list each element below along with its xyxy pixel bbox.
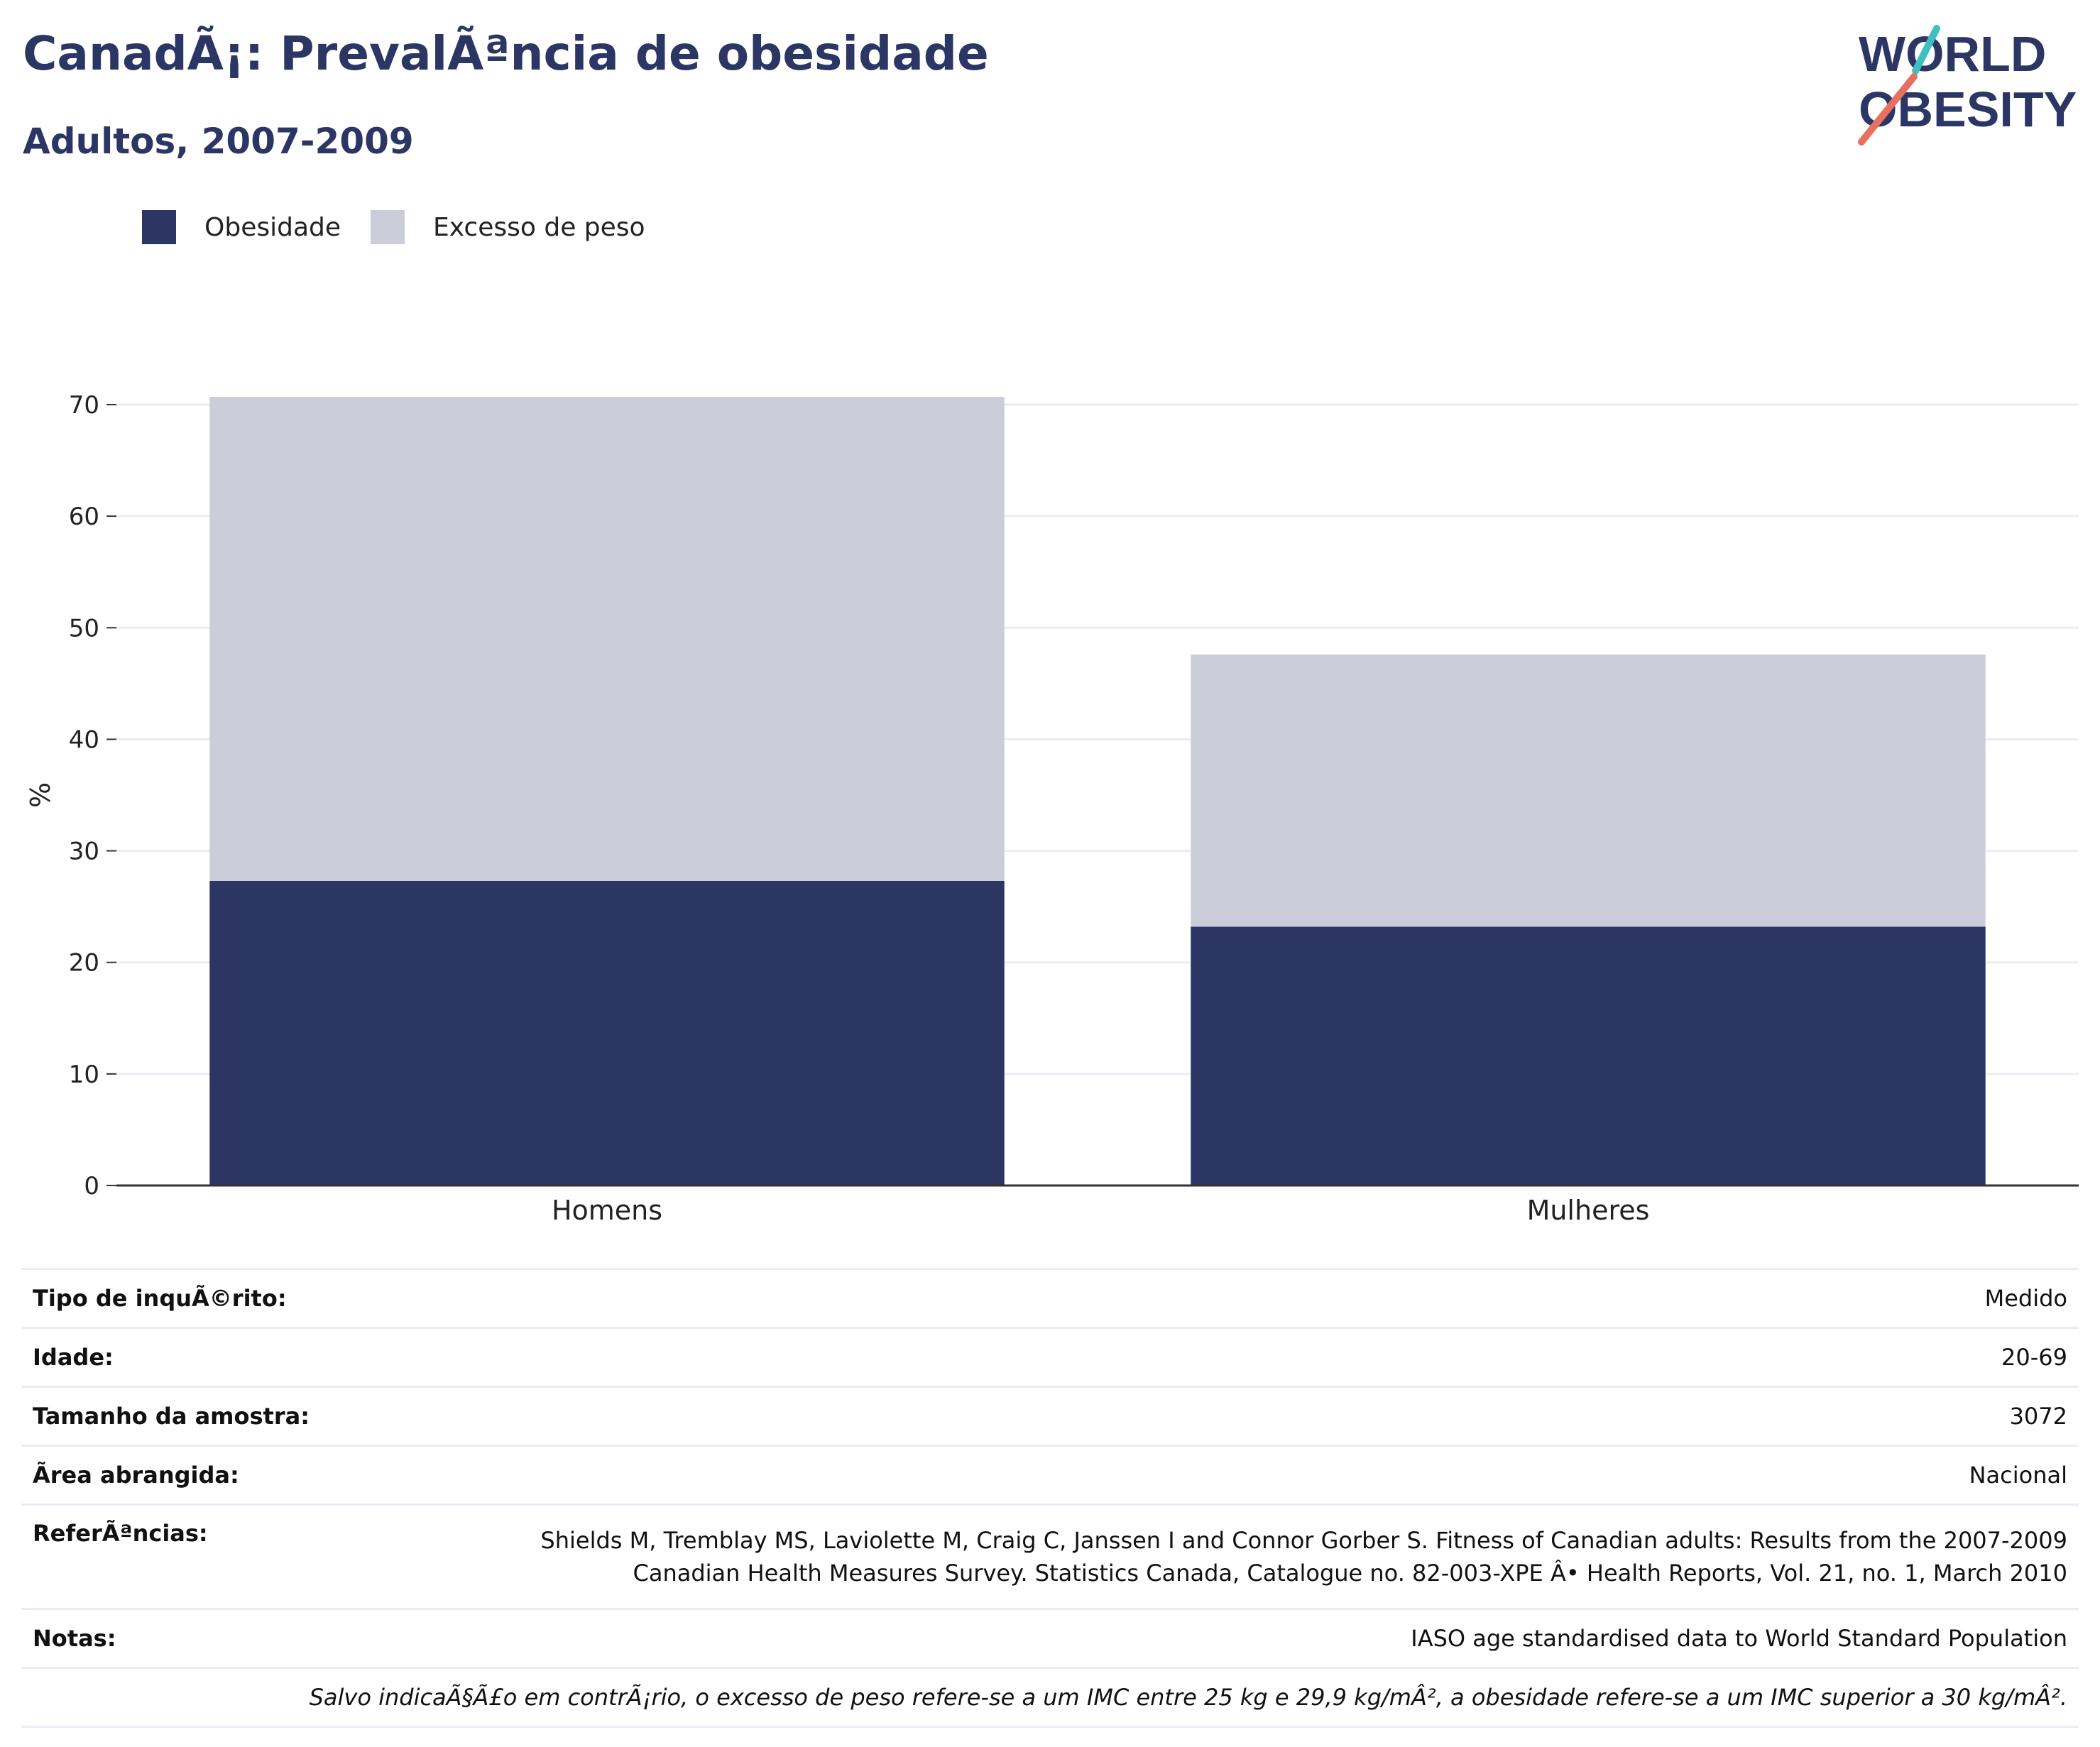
info-value: Nacional: [442, 1446, 2079, 1505]
info-row-notas: Notas: IASO age standardised data to Wor…: [21, 1609, 2079, 1668]
y-tick-label: 0: [84, 1172, 99, 1200]
info-value: 3072: [442, 1387, 2079, 1446]
info-value: 20-69: [442, 1328, 2079, 1387]
y-tick-label: 10: [69, 1061, 99, 1089]
x-tick-label: Homens: [552, 1195, 662, 1226]
info-label: Tamanho da amostra:: [21, 1387, 442, 1446]
info-row-idade: Idade: 20-69: [21, 1328, 2079, 1387]
info-label: Tipo de inquÃ©rito:: [21, 1269, 442, 1328]
info-row-referencias: ReferÃªncias: Shields M, Tremblay MS, La…: [21, 1505, 2079, 1609]
info-label: Ã rea abrangida:: [21, 1446, 442, 1505]
y-tick-label: 60: [69, 503, 99, 531]
info-row-footnote: Salvo indicaÃ§Ã£o em contrÃ¡rio, o exces…: [21, 1668, 2079, 1727]
info-label: ReferÃªncias:: [21, 1505, 442, 1609]
bar-obesidade-mulheres: [1191, 926, 1985, 1185]
bmi-footnote: Salvo indicaÃ§Ã£o em contrÃ¡rio, o exces…: [21, 1668, 2079, 1727]
info-value: Shields M, Tremblay MS, Laviolette M, Cr…: [442, 1505, 2079, 1609]
y-tick-label: 40: [69, 725, 99, 754]
bar-excesso-homens: [209, 397, 1004, 881]
reference-line-1: Shields M, Tremblay MS, Laviolette M, Cr…: [453, 1524, 2067, 1557]
y-axis-label: %: [25, 782, 56, 808]
bar-obesidade-homens: [209, 881, 1004, 1185]
y-tick-label: 50: [69, 614, 99, 642]
info-row-area: Ã rea abrangida: Nacional: [21, 1446, 2079, 1505]
y-tick-label: 70: [69, 391, 99, 420]
info-row-amostra: Tamanho da amostra: 3072: [21, 1387, 2079, 1446]
info-value: IASO age standardised data to World Stan…: [442, 1609, 2079, 1668]
reference-line-2: Canadian Health Measures Survey. Statist…: [453, 1557, 2067, 1589]
info-value: Medido: [442, 1269, 2079, 1328]
survey-info-table: Tipo de inquÃ©rito: Medido Idade: 20-69 …: [21, 1268, 2079, 1728]
bar-excesso-mulheres: [1191, 655, 1985, 926]
stacked-bar-chart: 0 10 20 30 40 50 60 70% Homens Mulheres: [0, 0, 2100, 1249]
info-label: Idade:: [21, 1328, 442, 1387]
y-tick-label: 30: [69, 838, 99, 866]
info-row-tipo: Tipo de inquÃ©rito: Medido: [21, 1269, 2079, 1328]
y-tick-label: 20: [69, 949, 99, 977]
x-tick-label: Mulheres: [1527, 1195, 1650, 1226]
info-label: Notas:: [21, 1609, 442, 1668]
